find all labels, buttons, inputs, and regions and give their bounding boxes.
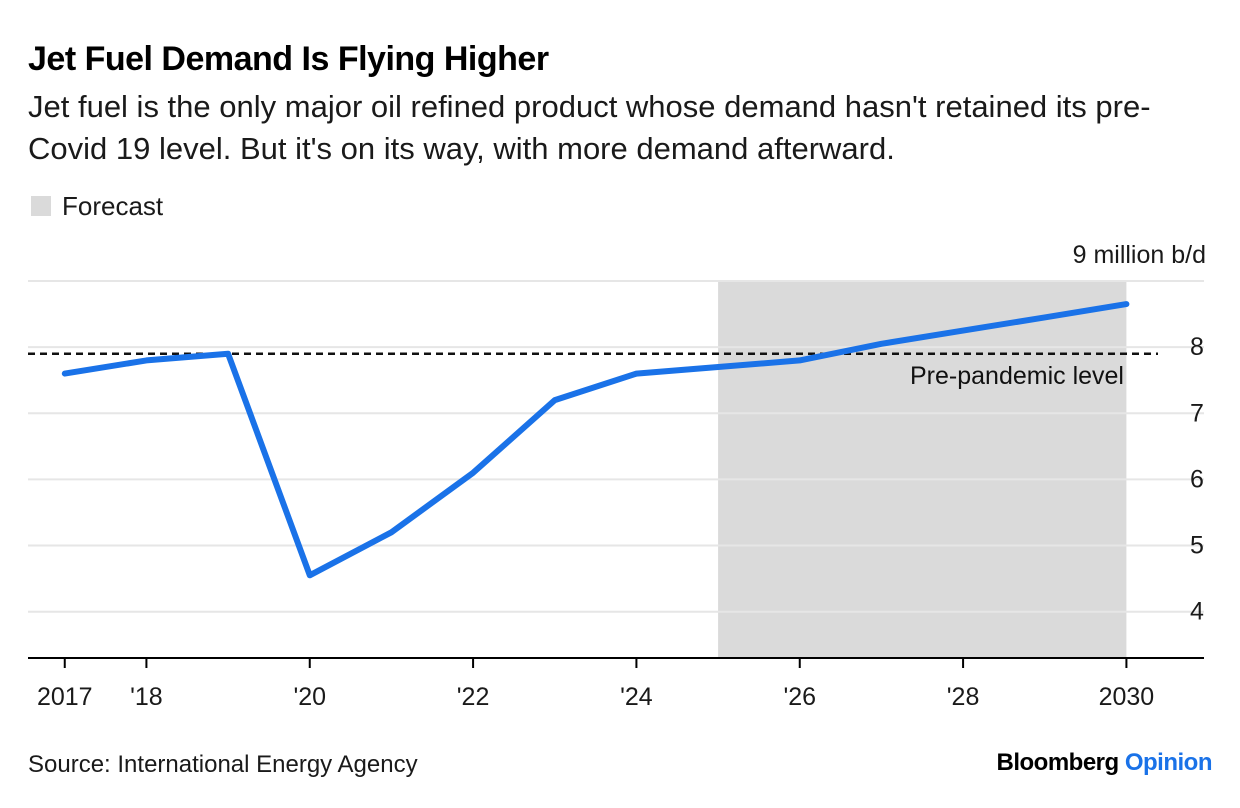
forecast-region bbox=[718, 281, 1127, 658]
chart-subtitle: Jet fuel is the only major oil refined p… bbox=[28, 89, 1151, 166]
chart-title: Jet Fuel Demand Is Flying Higher bbox=[28, 40, 549, 78]
brand-name: Bloomberg bbox=[996, 749, 1120, 776]
forecast-legend-swatch bbox=[31, 196, 51, 216]
forecast-legend-label: Forecast bbox=[62, 190, 164, 221]
y-tick-label: 4 bbox=[1190, 598, 1204, 626]
x-tick-label: '22 bbox=[457, 683, 490, 711]
legend: Forecast bbox=[31, 191, 163, 221]
x-tick-label: '18 bbox=[130, 683, 163, 711]
y-tick-label: 6 bbox=[1190, 465, 1204, 493]
x-tick-label: '26 bbox=[783, 683, 816, 711]
x-tick-label: 2017 bbox=[37, 683, 93, 711]
y-tick-label: 8 bbox=[1190, 333, 1204, 361]
x-tick-label: '24 bbox=[620, 683, 653, 711]
brand-logo: Bloomberg Opinion bbox=[997, 749, 1213, 777]
y-tick-label: 9 million b/d bbox=[1073, 241, 1206, 269]
x-tick-label: '20 bbox=[293, 683, 326, 711]
y-tick-label: 5 bbox=[1190, 532, 1204, 560]
pre-pandemic-label: Pre-pandemic level bbox=[910, 362, 1124, 390]
brand-accent: Opinion bbox=[1124, 749, 1213, 776]
x-tick-label: '28 bbox=[947, 683, 980, 711]
x-tick-label: 2030 bbox=[1099, 683, 1155, 711]
y-tick-label: 7 bbox=[1190, 399, 1204, 427]
source-note: Source: International Energy Agency bbox=[28, 751, 418, 778]
jet-fuel-demand-line bbox=[61, 301, 1130, 579]
